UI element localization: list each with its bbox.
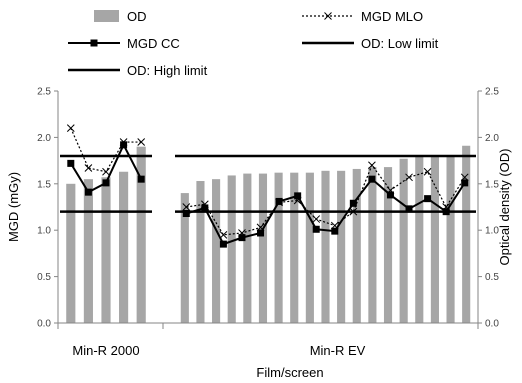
mgd-cc-marker [294,192,302,200]
legend-swatch-od [94,10,119,22]
mgd-mlo-marker [312,215,321,223]
od-bar [352,168,361,323]
od-bar [274,172,283,323]
mgd-cc-marker [84,188,92,196]
y-tick-label-left: 0.5 [37,272,51,283]
legend-item-od: OD [94,9,147,24]
mgd-mlo-marker [349,207,358,216]
mgd-cc-marker [424,195,432,203]
mgd-cc-marker [312,225,320,233]
mgd-cc-marker [238,234,246,242]
od-bar [446,155,455,323]
od-bar [136,146,146,323]
plot-area [60,124,476,323]
od-bar [321,170,330,323]
od-bar [462,145,471,323]
od-bar [243,173,252,323]
mgd-cc-marker [182,209,190,217]
mgd-mlo-line [70,127,142,173]
x-group-label: Min-R 2000 [72,343,139,358]
mgd-cc-marker [257,229,265,237]
y-axis-title-right: Optical density (OD) [497,148,512,265]
od-bar [119,171,129,323]
od-bar [305,172,314,323]
mgd-cc-marker [201,204,209,212]
legend-item-mgd_cc: MGD CC [68,36,180,51]
mgd-cc-marker [120,141,128,149]
mgd-mlo-marker [84,164,93,172]
od-bar [101,177,111,323]
mgd-cc-marker [461,179,469,187]
mgd-mlo-marker [423,167,432,176]
od-bar [383,167,393,323]
mgd-cc-marker [219,240,227,248]
y-tick-label-left: 2.0 [37,133,51,144]
od-bar [227,175,236,323]
od-bar [66,183,76,323]
mgd-mlo-marker [102,167,110,176]
y-tick-label-right: 1.0 [485,226,499,237]
y-tick-label-left: 0.0 [37,319,51,330]
mgd-cc-marker [67,159,75,167]
axes: 0.0 0.5 1.0 1.5 2.0 2.5 0.0 0.5 1.0 1.5 2.0 2.5 Min-… [37,87,499,359]
y-tick-label-left: 2.5 [37,87,51,98]
mgd-cc-marker [275,197,283,205]
legend-label-od: OD [127,9,147,24]
mgd-cc-marker [331,227,339,235]
mgd-mlo-marker [405,173,413,182]
legend: OD MGD MLO MGD CC OD: Low limit OD: High lim… [68,9,439,78]
od-bar [180,193,189,323]
mgd-cc-marker [368,175,376,183]
legend-label-od_high: OD: High limit [127,63,208,78]
legend-item-od_low: OD: Low limit [302,36,439,51]
mgd-cc-marker [137,175,145,183]
od-bar [212,179,221,323]
legend-item-mgd_mlo: MGD MLO [302,9,423,24]
mgd-cc-line [185,177,466,246]
y-axis-title-left: MGD (mGy) [6,172,21,242]
y-tick-label-right: 0.0 [485,319,499,330]
legend-label-od_low: OD: Low limit [361,36,439,51]
od-bar [415,155,424,323]
legend-label-mgd_mlo: MGD MLO [361,9,423,24]
od-bar [368,167,377,323]
mgd-cc-marker [405,205,413,213]
od-bar [337,170,346,323]
y-tick-label-right: 0.5 [485,272,499,283]
mgd-cc-marker [442,208,450,216]
legend-label-mgd_cc: MGD CC [127,36,180,51]
x-axis-title: Film/screen [256,365,323,380]
mgd-cc-marker [386,191,394,199]
mgd-cc-marker [349,199,357,207]
od-bar [83,179,93,323]
y-tick-label-left: 1.0 [37,226,51,237]
x-group-label: Min-R EV [310,343,366,358]
mgd-mlo-marker [219,230,228,239]
od-bar [399,158,408,323]
y-tick-label-left: 1.5 [37,179,51,190]
y-tick-label-right: 1.5 [485,179,499,190]
mgd-mlo-marker [368,161,376,170]
mgd-mlo-marker [137,138,146,146]
od-bar [430,155,439,323]
y-tick-label-right: 2.5 [485,87,499,98]
legend-item-od_high: OD: High limit [68,63,208,78]
od-bar [258,173,268,323]
od-bar [196,181,205,323]
mgd-mlo-marker [182,203,191,211]
mgd-mlo-marker [66,124,75,132]
mgd-mlo-line [186,164,466,236]
y-tick-label-right: 2.0 [485,133,499,144]
od-bar [290,172,299,323]
mgd-cc-marker [102,179,110,187]
